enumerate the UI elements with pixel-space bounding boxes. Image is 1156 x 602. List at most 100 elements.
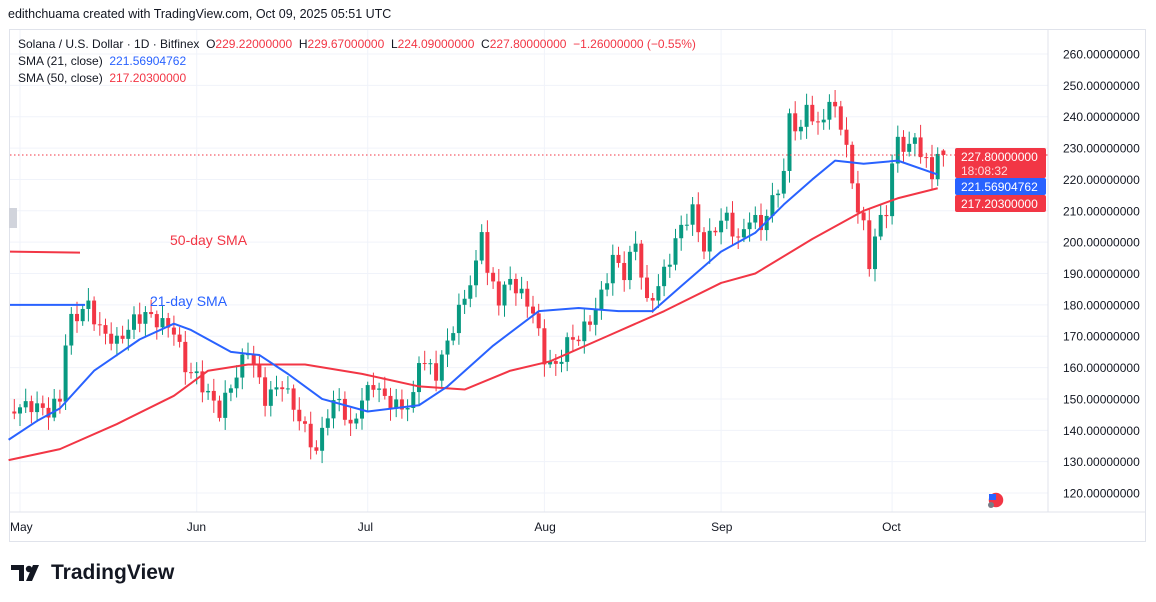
price-badge-bg bbox=[955, 178, 1046, 195]
candle-body bbox=[633, 243, 638, 252]
sma21-legend[interactable]: SMA (21, close) 221.56904762 bbox=[18, 53, 696, 70]
candle-body bbox=[616, 254, 621, 263]
candle bbox=[930, 144, 934, 190]
candle bbox=[303, 416, 307, 433]
candle bbox=[217, 395, 222, 422]
candle-body bbox=[690, 204, 695, 225]
candle-body bbox=[582, 321, 587, 342]
candle bbox=[57, 389, 62, 414]
price-badge-text: 221.56904762 bbox=[961, 180, 1038, 194]
candle-body bbox=[40, 403, 45, 408]
symbol-line: Solana / U.S. Dollar · 1D · Bitfinex O22… bbox=[18, 36, 696, 53]
candle bbox=[542, 319, 547, 377]
x-tick-label: Aug bbox=[534, 520, 555, 534]
candle-body bbox=[194, 371, 199, 374]
candle-body bbox=[86, 300, 91, 309]
candle-body bbox=[850, 144, 855, 184]
candle-body bbox=[171, 327, 176, 335]
x-tick-label: Oct bbox=[882, 520, 901, 534]
sma21-line bbox=[8, 159, 939, 441]
candle bbox=[274, 375, 279, 397]
tradingview-logo[interactable]: TradingView bbox=[11, 561, 174, 585]
candle-body bbox=[325, 418, 330, 428]
symbol-title[interactable]: Solana / U.S. Dollar · 1D · Bitfinex bbox=[18, 37, 200, 51]
flag-canton bbox=[989, 494, 996, 500]
price-badge-bg bbox=[955, 148, 1046, 178]
candle bbox=[702, 227, 706, 260]
candle-body bbox=[747, 222, 752, 230]
chart-panel[interactable] bbox=[9, 29, 1146, 542]
candle-body bbox=[160, 318, 165, 328]
candle-body bbox=[274, 387, 279, 390]
candle-body bbox=[411, 392, 416, 409]
candle-body bbox=[610, 254, 615, 284]
candle-body bbox=[223, 392, 228, 418]
candle bbox=[679, 215, 684, 251]
candle bbox=[565, 332, 570, 372]
candle-body bbox=[97, 324, 102, 326]
candle-body bbox=[189, 372, 193, 374]
candle bbox=[388, 387, 393, 421]
candle bbox=[86, 288, 91, 322]
sma50-label: SMA (50, close) bbox=[18, 71, 103, 85]
candle bbox=[200, 360, 205, 403]
candle-body bbox=[736, 236, 741, 238]
candle-body bbox=[496, 281, 501, 306]
candle-body bbox=[901, 136, 906, 152]
candle-body bbox=[593, 309, 598, 325]
candle bbox=[941, 149, 946, 167]
sma50-legend[interactable]: SMA (50, close) 217.20300000 bbox=[18, 70, 696, 87]
close-label: C bbox=[481, 37, 490, 51]
candle-body bbox=[474, 260, 478, 286]
candle-body bbox=[645, 277, 649, 299]
candle bbox=[382, 376, 387, 400]
chart-legend: Solana / U.S. Dollar · 1D · Bitfinex O22… bbox=[18, 36, 696, 87]
candle-body bbox=[451, 333, 456, 341]
candle bbox=[12, 399, 17, 420]
candle bbox=[553, 354, 558, 376]
candle-body bbox=[69, 313, 74, 346]
candle-body bbox=[149, 312, 154, 315]
candle bbox=[228, 384, 233, 402]
candle bbox=[268, 381, 273, 417]
candle-body bbox=[702, 232, 706, 252]
candle bbox=[662, 259, 667, 297]
y-tick-label: 200.00000000 bbox=[1063, 236, 1140, 250]
candle bbox=[838, 100, 843, 136]
candle-body bbox=[662, 266, 667, 287]
candle bbox=[833, 90, 838, 118]
candle bbox=[673, 228, 678, 271]
candle-body bbox=[337, 398, 342, 401]
candle-body bbox=[525, 288, 530, 307]
candle bbox=[183, 331, 188, 385]
candle bbox=[570, 324, 575, 352]
candle-body bbox=[570, 337, 575, 340]
candle-body bbox=[764, 215, 769, 231]
y-tick-label: 130.00000000 bbox=[1063, 455, 1140, 469]
candle bbox=[605, 273, 610, 297]
candle bbox=[759, 203, 763, 241]
candle-body bbox=[559, 361, 564, 364]
candle-body bbox=[935, 153, 940, 180]
candle bbox=[610, 244, 615, 296]
candle-body bbox=[268, 389, 273, 406]
candle-body bbox=[143, 312, 148, 324]
candle-body bbox=[576, 339, 581, 342]
candle bbox=[171, 315, 176, 346]
candle bbox=[707, 218, 712, 264]
candle-body bbox=[35, 403, 40, 413]
candle-body bbox=[132, 314, 136, 330]
candle bbox=[479, 224, 484, 265]
candle-body bbox=[183, 341, 188, 373]
candle-body bbox=[371, 385, 376, 390]
candle bbox=[206, 383, 211, 400]
candle-body bbox=[502, 284, 507, 306]
candle-body bbox=[485, 232, 490, 273]
candle bbox=[35, 391, 40, 423]
candle-body bbox=[759, 214, 763, 231]
y-tick-label: 230.00000000 bbox=[1063, 142, 1140, 156]
candle-body bbox=[92, 300, 97, 325]
candle-body bbox=[855, 183, 860, 213]
